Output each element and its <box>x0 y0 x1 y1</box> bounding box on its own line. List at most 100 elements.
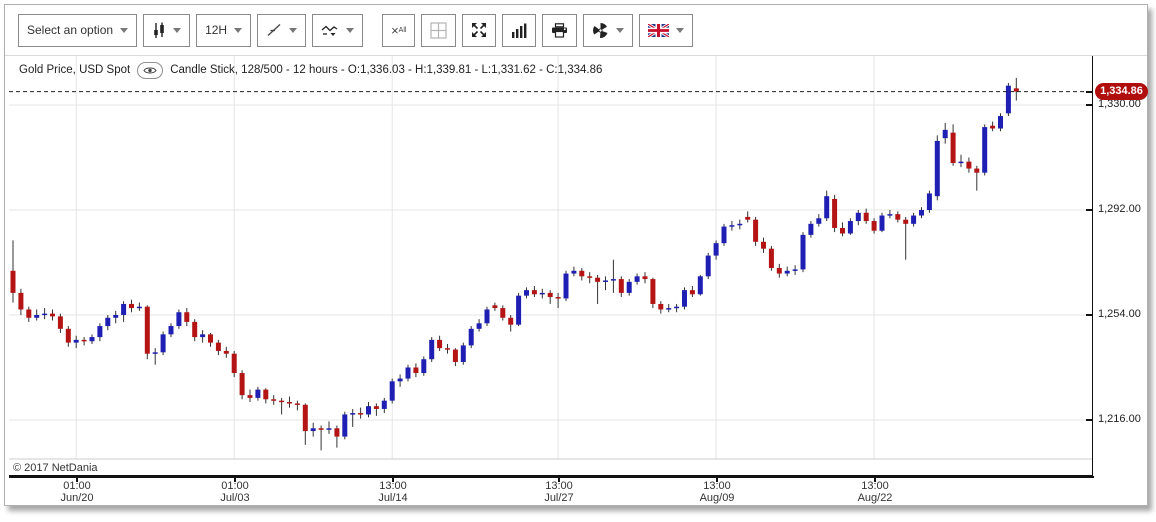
candle <box>618 276 624 298</box>
candle <box>547 290 553 304</box>
candle <box>824 190 830 222</box>
candle <box>326 421 332 434</box>
candle <box>926 190 932 213</box>
candle <box>310 422 316 437</box>
candle <box>571 266 577 277</box>
time-tick-label: 13:00 Aug/09 <box>699 480 735 504</box>
fullscreen-button[interactable] <box>462 13 497 47</box>
candle <box>255 386 261 401</box>
candle <box>89 334 95 345</box>
candle <box>445 344 450 354</box>
candle <box>468 326 474 349</box>
price-tick-mark <box>1086 104 1092 106</box>
indicator-tool-button[interactable] <box>312 13 364 47</box>
trend-line-icon <box>266 22 282 38</box>
candle <box>516 292 522 327</box>
chart-type-button[interactable] <box>143 13 191 47</box>
interval-label: 12H <box>205 23 228 37</box>
price-tick-mark <box>1086 314 1092 316</box>
candle <box>610 259 616 293</box>
chevron-down-icon <box>120 27 129 33</box>
instrument-select[interactable]: Select an option <box>18 13 138 47</box>
candle <box>950 124 956 166</box>
candle <box>776 263 782 278</box>
candle <box>373 403 379 416</box>
candle <box>879 212 885 233</box>
candle <box>215 339 221 356</box>
language-button[interactable] <box>639 13 694 47</box>
eye-icon <box>143 67 157 73</box>
toolbar: Select an option 12H <box>5 5 1147 56</box>
chevron-down-icon <box>676 27 685 33</box>
remove-all-x: × <box>391 22 399 38</box>
candle <box>579 268 585 281</box>
candle <box>816 214 822 227</box>
candle <box>697 274 703 296</box>
candle <box>136 302 142 311</box>
interval-button[interactable]: 12H <box>196 13 252 47</box>
candle <box>998 113 1003 132</box>
grid-icon <box>430 21 448 39</box>
candle <box>192 319 198 342</box>
price-tick-mark <box>1086 419 1092 421</box>
candle <box>634 273 640 285</box>
candle <box>887 210 893 219</box>
candle <box>26 306 32 322</box>
visibility-toggle[interactable] <box>137 61 164 79</box>
series-info: Candle Stick, 128/500 - 12 hours - O:1,3… <box>170 64 603 76</box>
candle <box>34 309 40 321</box>
trend-line-tool-button[interactable] <box>257 13 307 47</box>
grid-layout-button[interactable] <box>421 13 457 47</box>
candle <box>666 303 672 313</box>
time-tick-label: 13:00 Aug/22 <box>857 480 893 504</box>
candle <box>342 411 348 440</box>
candle <box>642 272 648 284</box>
candlestick-plot[interactable] <box>9 56 1093 477</box>
time-tick-mark <box>716 476 718 482</box>
chart-widget: Select an option 12H <box>4 4 1148 506</box>
instrument-title: Gold Price, USD Spot <box>19 64 131 76</box>
candle <box>200 330 206 343</box>
candle <box>595 274 601 304</box>
candle <box>792 265 798 275</box>
candle <box>1013 77 1019 101</box>
time-tick-mark <box>76 476 78 482</box>
candle <box>358 407 364 419</box>
candle <box>895 211 901 223</box>
candle <box>531 285 537 298</box>
chevron-down-icon <box>173 27 182 33</box>
remove-all-sub: All <box>398 26 407 34</box>
candle <box>366 402 371 418</box>
chevron-down-icon <box>346 27 355 33</box>
candle <box>334 425 340 448</box>
candle <box>753 216 759 246</box>
candle <box>231 350 237 378</box>
candle <box>713 240 719 260</box>
candle <box>121 301 127 322</box>
price-tick-label: 1,254.00 <box>1098 308 1141 320</box>
remove-all-button[interactable]: × All <box>382 13 416 47</box>
candle <box>761 237 766 253</box>
candle <box>974 165 980 191</box>
color-theme-button[interactable] <box>583 13 634 47</box>
candle <box>42 308 48 320</box>
chart-title-bar: Gold Price, USD Spot Candle Stick, 128/5… <box>19 58 602 82</box>
candle <box>97 323 103 342</box>
time-tick-label: 13:00 Jul/27 <box>544 480 574 504</box>
candle <box>966 157 972 173</box>
candle <box>484 306 490 327</box>
candle <box>863 208 869 224</box>
volume-chart-button[interactable] <box>502 13 537 47</box>
candle <box>81 337 87 346</box>
candle <box>302 403 308 445</box>
color-wheel-icon <box>592 22 609 39</box>
candle <box>840 222 845 237</box>
price-tick-label: 1,216.00 <box>1098 413 1141 425</box>
print-button[interactable] <box>542 13 578 47</box>
candle <box>784 266 790 277</box>
candle <box>808 221 814 238</box>
candle <box>294 400 300 411</box>
candle <box>105 315 111 331</box>
candle <box>160 331 166 356</box>
current-price-badge: 1,334.86 <box>1095 83 1148 100</box>
